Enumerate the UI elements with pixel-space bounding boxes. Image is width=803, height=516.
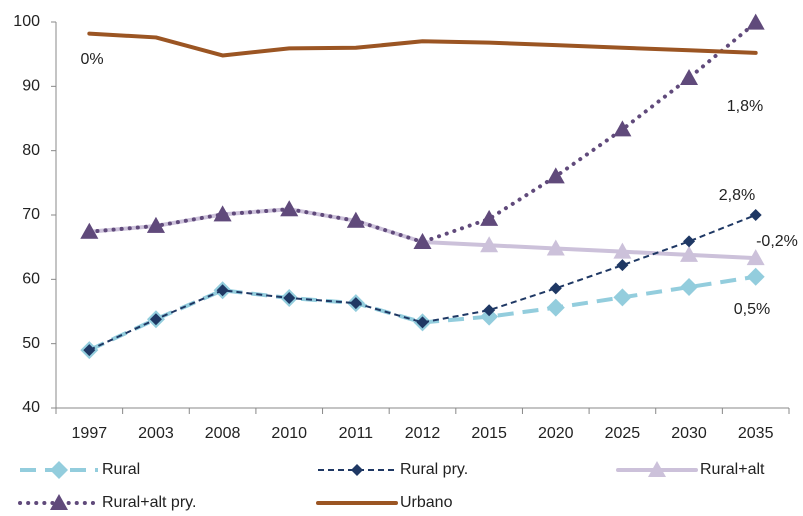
- annotation: 2,8%: [719, 187, 755, 204]
- legend-label: Rural+alt: [700, 461, 765, 478]
- x-tick-label: 2025: [605, 425, 641, 442]
- legend-label: Rural pry.: [400, 461, 468, 478]
- x-tick-label: 2010: [271, 425, 307, 442]
- data-point: [480, 236, 499, 253]
- legend-marker: [351, 464, 363, 476]
- x-tick-label: 2015: [471, 425, 507, 442]
- data-point: [283, 291, 296, 304]
- data-point: [680, 68, 699, 85]
- data-point: [546, 239, 565, 256]
- y-tick-label: 100: [13, 13, 40, 30]
- legend-label: Rural: [102, 461, 140, 478]
- series-line: [88, 214, 757, 352]
- data-point: [680, 278, 699, 297]
- data-point: [213, 205, 232, 222]
- annotation: -0,2%: [756, 233, 798, 250]
- data-point: [749, 209, 762, 221]
- data-point: [546, 167, 565, 184]
- legend-label: Rural+alt pry.: [102, 494, 196, 511]
- data-point: [480, 209, 499, 226]
- x-tick-label: 2020: [538, 425, 574, 442]
- legend-marker: [648, 461, 666, 477]
- legend-label: Urbano: [400, 494, 453, 511]
- data-point: [613, 120, 632, 137]
- data-point: [680, 245, 699, 262]
- y-tick-label: 60: [22, 271, 40, 288]
- data-point: [413, 233, 432, 250]
- y-tick-label: 70: [22, 206, 40, 223]
- data-point: [549, 282, 562, 295]
- data-point: [80, 222, 99, 239]
- x-tick-label: 2030: [671, 425, 707, 442]
- x-tick-label: 2011: [339, 425, 374, 442]
- legend-item: Rural: [20, 461, 140, 479]
- x-tick-label: 2035: [738, 425, 774, 442]
- data-point: [149, 313, 162, 326]
- data-point: [216, 284, 229, 297]
- data-point: [746, 13, 765, 30]
- data-point: [480, 307, 499, 326]
- y-tick-label: 90: [22, 78, 40, 95]
- x-tick-label: 2012: [405, 425, 441, 442]
- x-tick-label: 1997: [72, 425, 108, 442]
- data-point: [280, 200, 299, 217]
- data-point: [746, 249, 765, 266]
- annotation: 0%: [80, 51, 103, 68]
- data-point: [83, 344, 96, 357]
- annotation: 0,5%: [734, 301, 770, 318]
- y-tick-label: 40: [22, 399, 40, 416]
- data-point: [146, 216, 165, 233]
- data-point: [746, 267, 765, 286]
- legend-item: Rural+alt pry.: [18, 494, 196, 511]
- legend-marker: [50, 461, 68, 479]
- legend-item: Rural pry.: [318, 461, 468, 478]
- data-point: [613, 242, 632, 259]
- x-tick-label: 2003: [138, 425, 174, 442]
- x-tick-label: 2008: [205, 425, 241, 442]
- data-point: [546, 298, 565, 317]
- data-point: [683, 235, 696, 248]
- series-line: [87, 31, 758, 58]
- data-point: [346, 211, 365, 228]
- legend-item: Rural+alt: [616, 461, 765, 478]
- series-line: [87, 20, 758, 245]
- y-tick-label: 50: [22, 335, 40, 352]
- data-point: [349, 297, 362, 310]
- legend-item: Urbano: [316, 494, 453, 511]
- series-line: [88, 274, 756, 352]
- data-point: [613, 288, 632, 307]
- annotation: 1,8%: [727, 98, 763, 115]
- legend-marker: [50, 494, 68, 510]
- data-point: [483, 304, 496, 317]
- data-point: [416, 316, 429, 329]
- data-point: [616, 259, 629, 272]
- y-tick-label: 80: [22, 142, 40, 159]
